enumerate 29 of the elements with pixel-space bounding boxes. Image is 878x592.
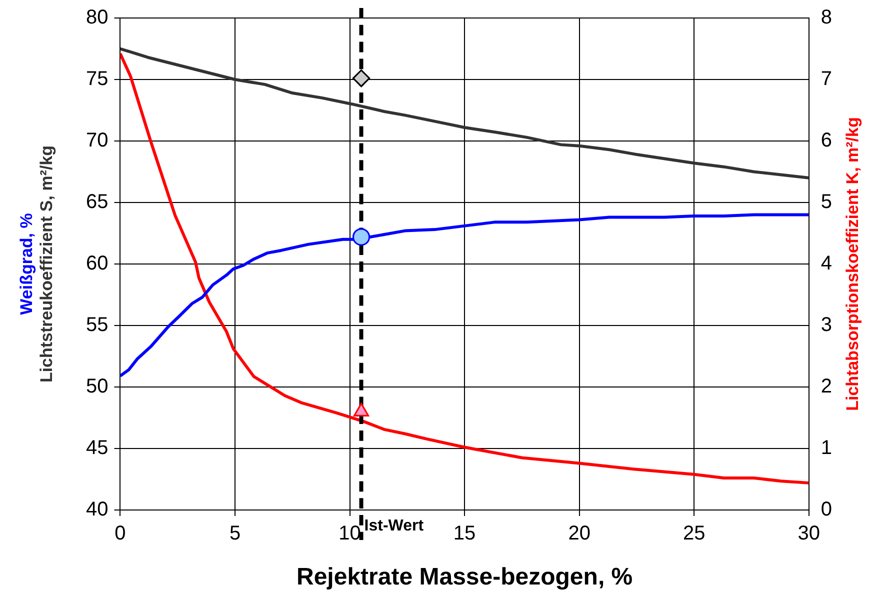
y-tick-label: 45	[86, 437, 108, 460]
ref-line-label: Ist-Wert	[364, 517, 424, 534]
x-tick-label: 25	[682, 522, 706, 545]
y2-tick-label: 8	[820, 6, 832, 29]
x-axis-title: Rejektrate Masse-bezogen, %	[296, 564, 633, 591]
x-tick-label: 15	[453, 522, 476, 545]
x-tick-label: 0	[114, 522, 126, 545]
y2-axis-title: Lichtabsorptionskoeffizient K, m²/kg	[843, 117, 862, 411]
y-tick-label: 40	[86, 498, 108, 521]
y-tick-label: 65	[86, 191, 108, 214]
y-tick-label: 50	[86, 376, 108, 398]
x-tick-label: 20	[568, 522, 590, 545]
y-axis-title: Weißgrad, % Lichtstreukoeffizient S, m²/kg	[17, 145, 56, 383]
y-tick-label: 60	[86, 252, 108, 275]
y2-tick-label: 5	[820, 191, 832, 214]
y2-tick-label: 0	[820, 498, 832, 521]
y2-tick-label: 4	[820, 252, 832, 275]
y-tick-label: 55	[86, 314, 108, 336]
y-tick-label: 80	[86, 6, 108, 29]
y2-tick-label: 1	[820, 437, 832, 460]
y2-tick-label: 2	[820, 376, 832, 398]
y-tick-label: 70	[86, 130, 108, 152]
x-tick-label: 10	[338, 522, 361, 545]
y-tick-label: 75	[86, 68, 108, 90]
y2-tick-label: 6	[820, 130, 832, 152]
x-tick-label: 30	[798, 522, 820, 545]
x-tick-label: 5	[229, 522, 241, 545]
y2-tick-label: 7	[820, 68, 832, 90]
y2-tick-label: 3	[820, 314, 832, 336]
